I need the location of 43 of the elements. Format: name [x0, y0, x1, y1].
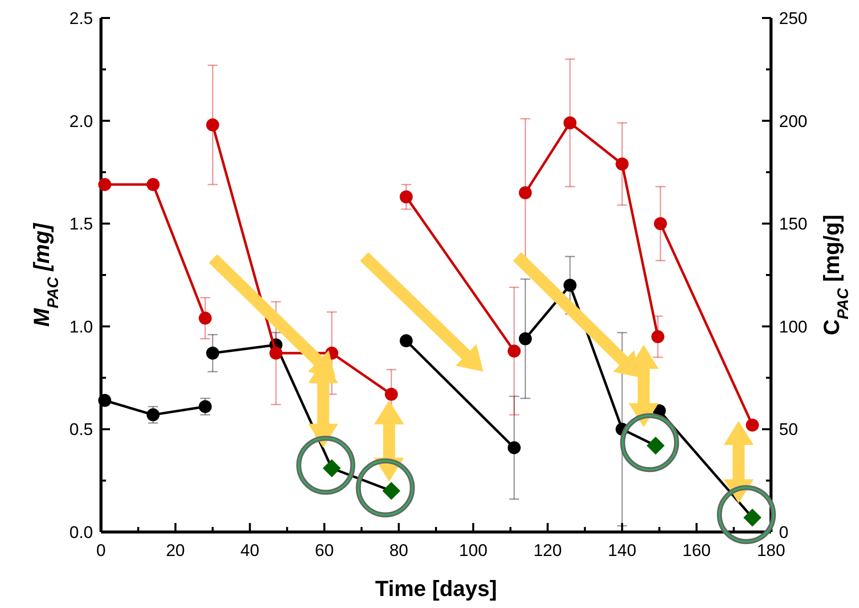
point [518, 186, 532, 200]
point [508, 344, 521, 358]
x-tick-label: 120 [533, 541, 562, 560]
x-tick-label: 100 [459, 541, 488, 560]
y2-tick-label: 150 [779, 214, 808, 234]
y2-tick-label: 100 [779, 317, 808, 336]
x-tick-label: 0 [96, 541, 106, 560]
y-tick-label: 1.5 [69, 214, 93, 234]
y-tick-label: 0.5 [69, 420, 93, 440]
point [98, 394, 112, 407]
y2-tick-label: 50 [779, 420, 798, 440]
point [146, 408, 160, 422]
y-tick-label: 1.0 [69, 317, 93, 336]
x-tick-label: 180 [756, 541, 786, 560]
point [98, 178, 112, 192]
point [651, 330, 664, 344]
point [198, 400, 212, 414]
point [400, 334, 413, 348]
point [384, 388, 398, 401]
point [400, 190, 413, 204]
x-axis-title: Time [days] [375, 576, 497, 601]
point [269, 346, 282, 360]
y2-tick-label: 0 [779, 523, 788, 542]
point [564, 278, 576, 292]
point [616, 157, 629, 170]
y-tick-label: 0.0 [69, 523, 93, 542]
y-tick-label: 2.5 [69, 9, 93, 28]
point [654, 217, 667, 230]
point [198, 312, 212, 325]
point [508, 441, 521, 454]
y-tick-label: 2.0 [69, 112, 93, 131]
x-tick-label: 60 [314, 541, 334, 560]
point [206, 118, 220, 132]
y2-tick-label: 250 [779, 9, 808, 28]
point [518, 332, 532, 346]
x-tick-label: 140 [608, 541, 636, 560]
point [564, 116, 576, 130]
x-tick-label: 20 [166, 541, 185, 560]
point [206, 346, 220, 360]
y2-tick-label: 200 [779, 112, 808, 131]
x-tick-label: 40 [240, 541, 260, 560]
x-tick-label: 80 [389, 541, 408, 560]
x-tick-label: 160 [682, 541, 711, 560]
